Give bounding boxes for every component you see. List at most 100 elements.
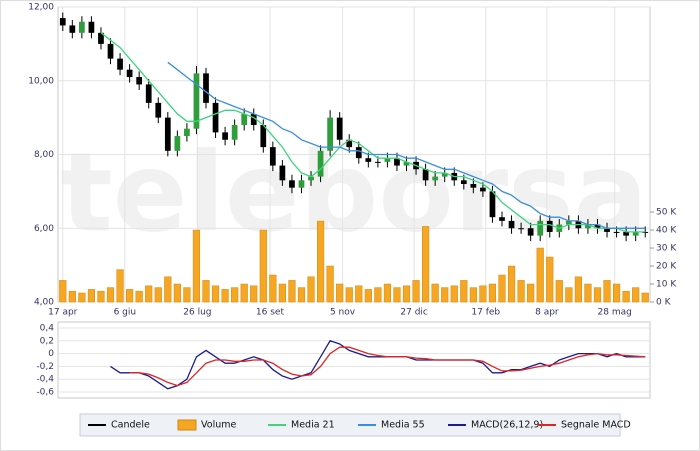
y2-tick-label: 10 K [656, 280, 677, 290]
y2-tick-label: 20 K [656, 262, 677, 272]
candle-body [375, 161, 381, 163]
volume-bar [584, 283, 592, 303]
volume-bar [593, 287, 602, 303]
volume-bar [488, 283, 497, 303]
x-tick-label: 6 giu [114, 308, 137, 318]
volume-bar [412, 280, 420, 303]
candle-body [632, 231, 639, 236]
candle-body [623, 231, 629, 236]
candle-body [527, 228, 534, 236]
candle-body [394, 158, 400, 166]
legend-label: Volume [201, 420, 236, 431]
candle-body [308, 176, 314, 181]
volume-bar [68, 290, 76, 303]
candle-body [441, 172, 448, 177]
volume-bar [641, 292, 649, 303]
volume-bar [106, 287, 115, 303]
volume-bar [402, 285, 411, 303]
volume-bar [278, 283, 286, 303]
y-tick-label: 0 [48, 349, 54, 359]
legend-label: Media 21 [291, 420, 335, 431]
y2-tick-label: 30 K [656, 244, 677, 254]
volume-bar [517, 280, 525, 303]
legend-label: Candele [111, 420, 150, 431]
candle-body [136, 77, 143, 85]
candle-body [145, 84, 152, 103]
y-tick-label: 6,00 [34, 224, 54, 234]
candle-body [432, 176, 439, 181]
candle-body [594, 224, 601, 229]
volume-bar [269, 274, 277, 303]
candle-body [279, 165, 286, 181]
volume-bar [393, 287, 401, 303]
volume-bar [316, 220, 325, 303]
volume-bar [450, 285, 458, 303]
y-tick-label: 4,00 [34, 298, 54, 308]
volume-bar [355, 285, 363, 303]
candle-body [346, 139, 353, 148]
volume-bar [173, 283, 181, 303]
candle-body [384, 158, 391, 162]
candle-body [174, 136, 181, 151]
volume-bar [192, 229, 201, 303]
volume-bar [135, 290, 143, 303]
y-tick-label: -0,2 [36, 362, 54, 372]
candle-body [460, 180, 467, 184]
volume-bar [326, 265, 334, 303]
volume-bar [479, 285, 487, 303]
volume-bar [240, 283, 248, 303]
candle-body [88, 21, 95, 33]
volume-bar [297, 287, 306, 303]
volume-bar [536, 247, 544, 303]
candle-body [336, 117, 343, 140]
candle-body [193, 73, 200, 129]
candle-body [250, 113, 257, 125]
volume-bar [59, 280, 67, 303]
candle-body [231, 125, 238, 140]
candle-body [642, 231, 649, 233]
candle-body [422, 169, 429, 181]
volume-bar [97, 290, 105, 303]
candle-body [203, 73, 209, 103]
candle-body [298, 180, 305, 188]
x-tick-label: 5 nov [330, 308, 356, 318]
y-tick-label: 12,00 [28, 3, 54, 13]
candle-body [565, 220, 572, 225]
candle-body [613, 231, 620, 233]
x-tick-label: 8 apr [535, 308, 559, 318]
x-tick-label: 26 lug [183, 308, 211, 318]
candle-body [164, 117, 171, 151]
series-line [110, 340, 646, 390]
candle-body [604, 228, 610, 232]
volume-bar [345, 287, 353, 303]
y-tick-label: 0,2 [40, 336, 54, 346]
volume-bar [469, 287, 477, 303]
candle-body [126, 69, 133, 78]
x-tick-label: 16 set [256, 308, 285, 318]
candle-body [480, 187, 486, 192]
volume-bar [441, 287, 449, 303]
volume-bar [422, 226, 430, 303]
volume-bar [364, 289, 372, 303]
candle-body [499, 217, 505, 221]
volume-bar [383, 283, 392, 303]
candle-body [269, 147, 276, 166]
volume-bar [307, 276, 315, 303]
volume-bar [460, 280, 468, 303]
candle-body [79, 21, 85, 33]
series-line [167, 61, 646, 229]
volume-bar [632, 287, 640, 303]
volume-bar [126, 289, 134, 303]
candle-body [489, 191, 496, 218]
legend-label: MACD(26,12,9) [471, 420, 543, 431]
y-tick-label: -0,4 [36, 375, 54, 385]
volume-bar [565, 287, 573, 303]
candle-body [241, 113, 248, 125]
volume-bar [431, 283, 439, 303]
volume-bar [78, 292, 86, 303]
volume-bar [183, 287, 191, 303]
candle-body [222, 132, 228, 140]
candle-body [155, 102, 162, 118]
x-tick-label: 17 apr [48, 308, 78, 318]
macd-panel [57, 321, 651, 399]
